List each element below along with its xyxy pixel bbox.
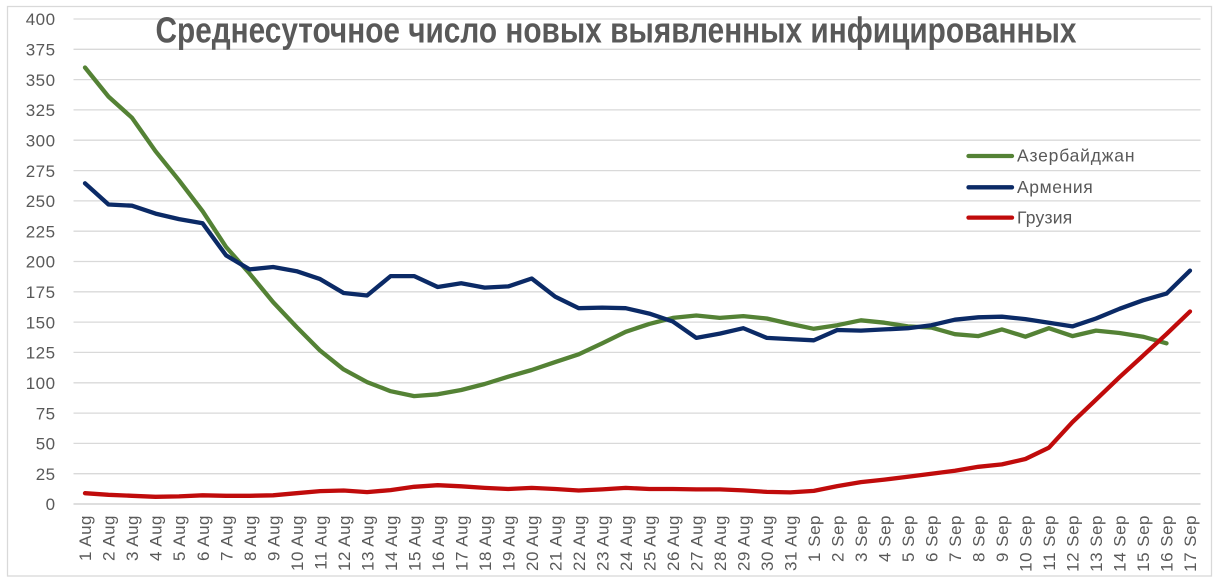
svg-text:16 Sep: 16 Sep [1158, 515, 1177, 572]
svg-text:400: 400 [26, 10, 56, 29]
svg-text:7 Sep: 7 Sep [946, 515, 965, 562]
svg-text:31 Aug: 31 Aug [782, 515, 801, 571]
svg-text:14 Sep: 14 Sep [1111, 515, 1130, 572]
svg-text:11 Sep: 11 Sep [1040, 515, 1059, 571]
svg-text:10 Sep: 10 Sep [1017, 515, 1036, 572]
svg-text:350: 350 [26, 71, 56, 90]
svg-text:325: 325 [26, 101, 56, 120]
svg-text:16 Aug: 16 Aug [429, 515, 448, 571]
svg-text:12 Aug: 12 Aug [335, 515, 354, 571]
svg-text:6 Sep: 6 Sep [923, 515, 942, 562]
svg-text:9 Sep: 9 Sep [993, 515, 1012, 562]
svg-text:27 Aug: 27 Aug [688, 515, 707, 571]
svg-text:15 Sep: 15 Sep [1134, 515, 1153, 572]
svg-text:10 Aug: 10 Aug [288, 515, 307, 571]
svg-text:3 Sep: 3 Sep [852, 515, 871, 562]
svg-text:2 Aug: 2 Aug [100, 515, 119, 561]
svg-text:19 Aug: 19 Aug [499, 515, 518, 571]
svg-text:17 Sep: 17 Sep [1181, 515, 1200, 572]
svg-text:2 Sep: 2 Sep [829, 515, 848, 562]
svg-text:13 Sep: 13 Sep [1087, 515, 1106, 572]
svg-text:17 Aug: 17 Aug [452, 515, 471, 571]
svg-text:225: 225 [26, 222, 56, 241]
svg-text:1 Sep: 1 Sep [805, 515, 824, 562]
svg-text:125: 125 [26, 344, 56, 363]
svg-text:18 Aug: 18 Aug [476, 515, 495, 571]
svg-text:Среднесуточное число новых выя: Среднесуточное число новых выявленных ин… [156, 10, 1077, 51]
svg-text:0: 0 [46, 495, 56, 514]
svg-text:12 Sep: 12 Sep [1064, 515, 1083, 572]
svg-text:Грузия: Грузия [1017, 207, 1072, 227]
svg-text:25: 25 [36, 465, 56, 484]
svg-text:4 Sep: 4 Sep [876, 515, 895, 562]
svg-text:Армения: Армения [1017, 177, 1093, 197]
svg-text:200: 200 [26, 253, 56, 272]
svg-text:30 Aug: 30 Aug [758, 515, 777, 571]
svg-text:13 Aug: 13 Aug [358, 515, 377, 571]
svg-text:3 Aug: 3 Aug [123, 515, 142, 561]
svg-text:28 Aug: 28 Aug [711, 515, 730, 571]
svg-text:75: 75 [36, 404, 56, 423]
svg-text:275: 275 [26, 162, 56, 181]
svg-text:375: 375 [26, 41, 56, 60]
svg-text:300: 300 [26, 131, 56, 150]
svg-text:Азербайджан: Азербайджан [1017, 146, 1135, 166]
svg-text:50: 50 [36, 435, 56, 454]
svg-text:15 Aug: 15 Aug [405, 515, 424, 571]
svg-text:100: 100 [26, 374, 56, 393]
svg-text:7 Aug: 7 Aug [217, 515, 236, 561]
svg-text:22 Aug: 22 Aug [570, 515, 589, 571]
svg-text:5 Sep: 5 Sep [899, 515, 918, 562]
svg-text:5 Aug: 5 Aug [170, 515, 189, 561]
svg-text:250: 250 [26, 192, 56, 211]
svg-text:26 Aug: 26 Aug [664, 515, 683, 571]
svg-text:14 Aug: 14 Aug [382, 515, 401, 571]
svg-text:25 Aug: 25 Aug [641, 515, 660, 571]
svg-text:150: 150 [26, 313, 56, 332]
svg-text:24 Aug: 24 Aug [617, 515, 636, 571]
svg-text:1 Aug: 1 Aug [76, 515, 95, 561]
svg-text:23 Aug: 23 Aug [593, 515, 612, 571]
svg-text:21 Aug: 21 Aug [546, 515, 565, 571]
svg-text:8 Sep: 8 Sep [970, 515, 989, 562]
svg-text:20 Aug: 20 Aug [523, 515, 542, 571]
svg-text:8 Aug: 8 Aug [241, 515, 260, 561]
svg-text:6 Aug: 6 Aug [194, 515, 213, 561]
svg-text:11 Aug: 11 Aug [311, 515, 330, 570]
svg-text:4 Aug: 4 Aug [147, 515, 166, 561]
svg-text:29 Aug: 29 Aug [735, 515, 754, 571]
svg-text:175: 175 [26, 283, 56, 302]
svg-text:9 Aug: 9 Aug [264, 515, 283, 561]
